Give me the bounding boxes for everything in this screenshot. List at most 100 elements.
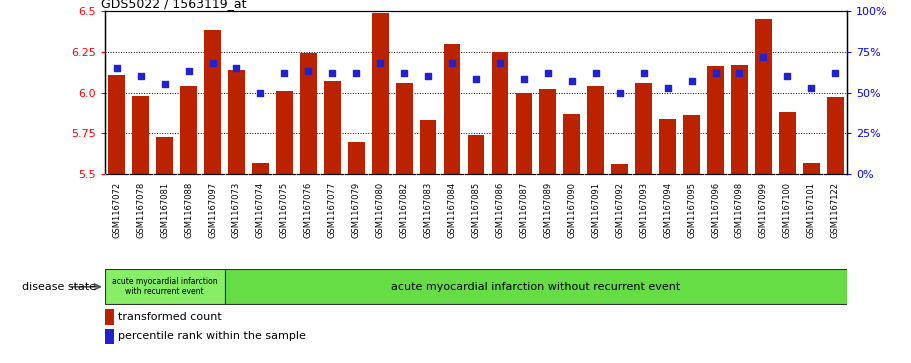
Text: GSM1167082: GSM1167082 (400, 182, 409, 238)
Bar (611, 164, 628, 174)
Bar (276, 91, 292, 174)
Text: GSM1167099: GSM1167099 (759, 182, 768, 238)
Text: GSM1167088: GSM1167088 (184, 182, 193, 238)
Bar (324, 81, 341, 174)
Point (493, 60, 507, 66)
Bar (467, 135, 485, 174)
Point (660, 85, 675, 90)
Point (230, 65, 244, 71)
Point (684, 78, 699, 84)
Text: disease state: disease state (22, 282, 96, 292)
Text: acute myocardial infarction without recurrent event: acute myocardial infarction without recu… (391, 282, 681, 292)
Bar (755, 19, 772, 174)
Point (349, 70, 363, 76)
Text: GSM1167089: GSM1167089 (543, 182, 552, 238)
Point (732, 70, 747, 76)
FancyBboxPatch shape (105, 269, 224, 304)
Text: percentile rank within the sample: percentile rank within the sample (118, 331, 306, 341)
Bar (300, 53, 317, 174)
Bar (492, 52, 508, 174)
Bar (827, 98, 844, 174)
Point (253, 90, 268, 95)
Text: GSM1167073: GSM1167073 (232, 182, 241, 238)
Bar (105, 309, 114, 325)
Point (540, 70, 555, 76)
Text: GSM1167093: GSM1167093 (640, 182, 648, 238)
Text: GSM1167087: GSM1167087 (519, 182, 528, 238)
Text: GSM1167096: GSM1167096 (711, 182, 720, 238)
Point (445, 60, 459, 66)
Text: GSM1167072: GSM1167072 (112, 182, 121, 238)
Bar (420, 120, 436, 174)
Text: GSM1167091: GSM1167091 (591, 182, 600, 238)
Point (397, 70, 412, 76)
Bar (252, 163, 269, 174)
Bar (683, 115, 700, 174)
Bar (707, 66, 724, 174)
Bar (228, 70, 245, 174)
Point (637, 70, 651, 76)
Point (325, 70, 340, 76)
Text: acute myocardial infarction
with recurrent event: acute myocardial infarction with recurre… (112, 277, 218, 297)
Bar (563, 114, 580, 174)
Bar (588, 86, 604, 174)
Point (517, 77, 531, 82)
Text: GSM1167081: GSM1167081 (160, 182, 169, 238)
Point (421, 73, 435, 79)
Point (109, 65, 124, 71)
Text: GSM1167122: GSM1167122 (831, 182, 840, 238)
Point (301, 68, 315, 74)
Bar (444, 44, 460, 174)
Point (828, 70, 843, 76)
Text: GSM1167075: GSM1167075 (280, 182, 289, 238)
Point (756, 54, 771, 60)
Point (612, 90, 627, 95)
Bar (105, 329, 114, 344)
Point (277, 70, 292, 76)
Point (205, 60, 220, 66)
Text: GSM1167090: GSM1167090 (568, 182, 577, 238)
Bar (372, 12, 389, 174)
Bar (157, 136, 173, 174)
Bar (635, 83, 652, 174)
Point (565, 78, 579, 84)
Bar (204, 30, 221, 174)
Bar (516, 93, 532, 174)
Text: GSM1167097: GSM1167097 (208, 182, 217, 238)
Text: GSM1167084: GSM1167084 (447, 182, 456, 238)
Text: GSM1167094: GSM1167094 (663, 182, 672, 238)
Point (589, 70, 603, 76)
Point (373, 60, 387, 66)
Bar (731, 65, 748, 174)
Text: GSM1167078: GSM1167078 (136, 182, 145, 238)
Text: transformed count: transformed count (118, 312, 222, 322)
Text: GSM1167100: GSM1167100 (783, 182, 792, 238)
FancyBboxPatch shape (224, 269, 847, 304)
Point (133, 73, 148, 79)
Text: GSM1167092: GSM1167092 (615, 182, 624, 238)
Point (158, 81, 172, 87)
Point (804, 85, 819, 90)
Bar (660, 119, 676, 174)
Bar (180, 86, 197, 174)
Point (708, 70, 722, 76)
Point (181, 68, 196, 74)
Text: GSM1167083: GSM1167083 (424, 182, 433, 238)
Text: GSM1167095: GSM1167095 (687, 182, 696, 238)
Point (469, 77, 484, 82)
Text: GSM1167085: GSM1167085 (472, 182, 480, 238)
Bar (803, 163, 820, 174)
Bar (779, 112, 795, 174)
Text: GSM1167076: GSM1167076 (304, 182, 312, 238)
Point (780, 73, 794, 79)
Text: GSM1167074: GSM1167074 (256, 182, 265, 238)
Bar (348, 142, 364, 174)
Text: GSM1167098: GSM1167098 (735, 182, 744, 238)
Text: GSM1167077: GSM1167077 (328, 182, 337, 238)
Bar (132, 96, 149, 174)
Text: GSM1167101: GSM1167101 (807, 182, 816, 238)
Bar (108, 74, 125, 174)
Bar (395, 83, 413, 174)
Text: GSM1167086: GSM1167086 (496, 182, 505, 238)
Text: GSM1167079: GSM1167079 (352, 182, 361, 238)
